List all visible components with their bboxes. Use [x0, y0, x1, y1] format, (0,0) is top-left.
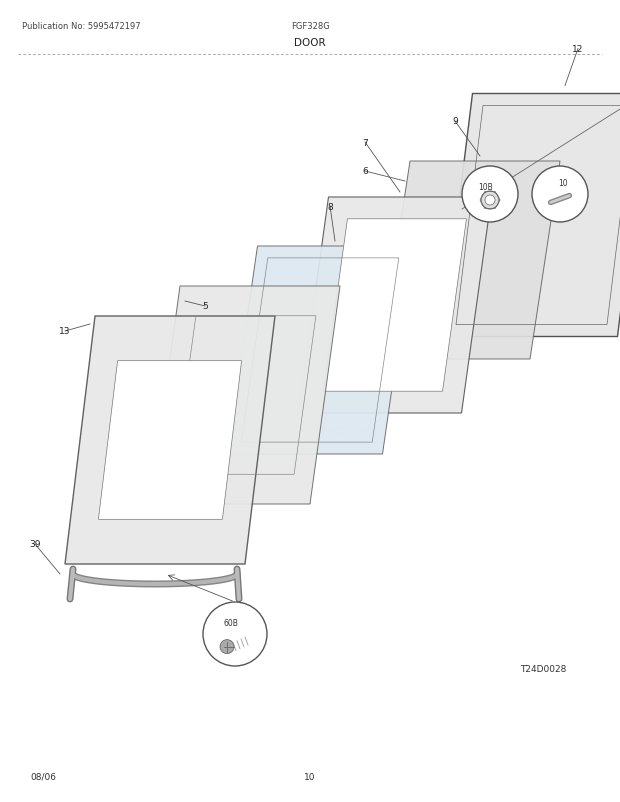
Polygon shape [99, 361, 242, 520]
Text: 60B: 60B [224, 618, 239, 627]
Text: 7: 7 [362, 138, 368, 148]
Text: 08/06: 08/06 [30, 772, 56, 781]
Text: FGF328G: FGF328G [291, 22, 329, 31]
Circle shape [203, 602, 267, 666]
Polygon shape [324, 220, 466, 391]
Text: eReplacementParts.com: eReplacementParts.com [250, 424, 370, 435]
Text: 10: 10 [304, 772, 316, 781]
Polygon shape [298, 198, 492, 414]
Circle shape [532, 167, 588, 223]
Polygon shape [443, 95, 620, 337]
Polygon shape [65, 317, 275, 565]
Circle shape [462, 167, 518, 223]
Text: T24D0028: T24D0028 [520, 664, 567, 673]
Circle shape [481, 192, 499, 210]
Text: DOOR: DOOR [294, 38, 326, 48]
Text: 10B: 10B [479, 183, 494, 192]
Text: 10: 10 [558, 179, 568, 188]
Text: 12: 12 [572, 45, 583, 54]
Text: 8: 8 [327, 202, 333, 211]
Polygon shape [380, 162, 560, 359]
Polygon shape [228, 247, 412, 455]
Text: 9: 9 [452, 117, 458, 127]
Text: 39: 39 [29, 540, 41, 549]
Text: 13: 13 [60, 327, 71, 336]
Polygon shape [150, 286, 340, 504]
Text: 6: 6 [362, 168, 368, 176]
Circle shape [485, 196, 495, 206]
Circle shape [220, 640, 234, 654]
Text: 5: 5 [202, 302, 208, 311]
Text: Publication No: 5995472197: Publication No: 5995472197 [22, 22, 141, 31]
